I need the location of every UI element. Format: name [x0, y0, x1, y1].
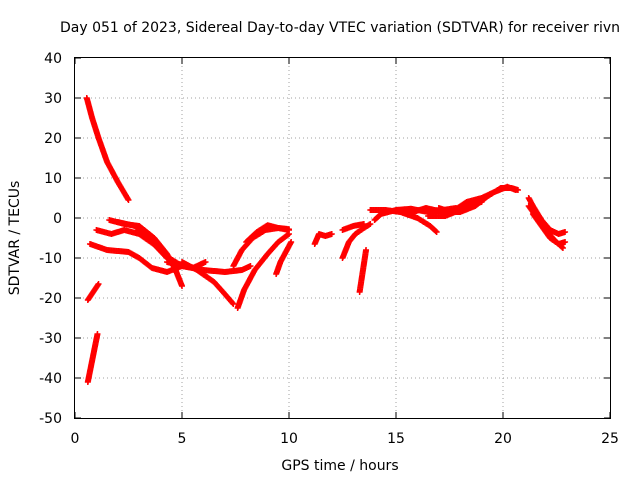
- y-tick-label: -50: [39, 411, 62, 427]
- data-point: [363, 247, 370, 253]
- data-point: [179, 283, 185, 289]
- data-point: [95, 281, 102, 287]
- data-point: [94, 331, 101, 337]
- series-arc13: [273, 239, 295, 277]
- series-arc16: [356, 247, 370, 295]
- y-tick-label: 40: [44, 51, 62, 67]
- data-point: [562, 239, 569, 245]
- series-arc19: [367, 207, 440, 235]
- x-tick-label: 5: [178, 431, 187, 447]
- grid: [75, 58, 610, 418]
- data-point: [559, 245, 566, 251]
- data-point: [230, 301, 237, 307]
- x-tick-label: 10: [280, 431, 298, 447]
- series-arc22: [435, 183, 519, 215]
- series-arc15: [339, 221, 374, 261]
- data-point: [125, 197, 132, 203]
- data-point: [367, 221, 374, 227]
- data-point: [288, 239, 295, 245]
- data-point: [229, 300, 236, 307]
- series-arc1: [83, 95, 132, 203]
- y-tick-label: -40: [39, 371, 62, 387]
- y-tick-label: -20: [39, 291, 62, 307]
- series-arc17: [339, 221, 367, 233]
- data-point: [286, 226, 292, 233]
- data-point: [432, 228, 439, 235]
- y-axis-label: SDTVAR / TECUs: [7, 181, 23, 296]
- tick-labels: 0 5 10 15 20 25 -50 -40 -30 -20 -10 0 10 20 30 40: [39, 51, 619, 447]
- plot-frame: [74, 57, 611, 419]
- chart-title: Day 051 of 2023, Sidereal Day-to-day VTE…: [60, 20, 620, 36]
- data-point: [562, 229, 569, 235]
- y-tick-label: 0: [53, 211, 62, 227]
- y-tick-label: 30: [44, 91, 62, 107]
- series-arc9: [179, 259, 237, 307]
- data-point: [433, 229, 440, 235]
- series-arc25: [529, 211, 569, 247]
- x-tick-label: 15: [387, 431, 405, 447]
- x-axis-label: GPS time / hours: [281, 458, 398, 474]
- data-point: [247, 263, 254, 269]
- data-points: [83, 95, 569, 385]
- series-arc2: [84, 331, 101, 385]
- x-tick-label: 25: [601, 431, 619, 447]
- y-tick-label: 10: [44, 171, 62, 187]
- data-point: [512, 187, 519, 193]
- series-arc3: [84, 281, 102, 303]
- y-tick-label: -10: [39, 251, 62, 267]
- x-tick-label: 0: [71, 431, 80, 447]
- series-arc14: [311, 231, 335, 247]
- x-tick-label: 20: [494, 431, 512, 447]
- y-tick-label: -30: [39, 331, 62, 347]
- series-arc10: [234, 231, 292, 311]
- series-arc4: [86, 241, 185, 275]
- data-point: [202, 259, 209, 265]
- data-point: [360, 221, 367, 227]
- series-arc12: [243, 222, 292, 245]
- y-tick-label: 20: [44, 131, 62, 147]
- data-point: [328, 231, 335, 237]
